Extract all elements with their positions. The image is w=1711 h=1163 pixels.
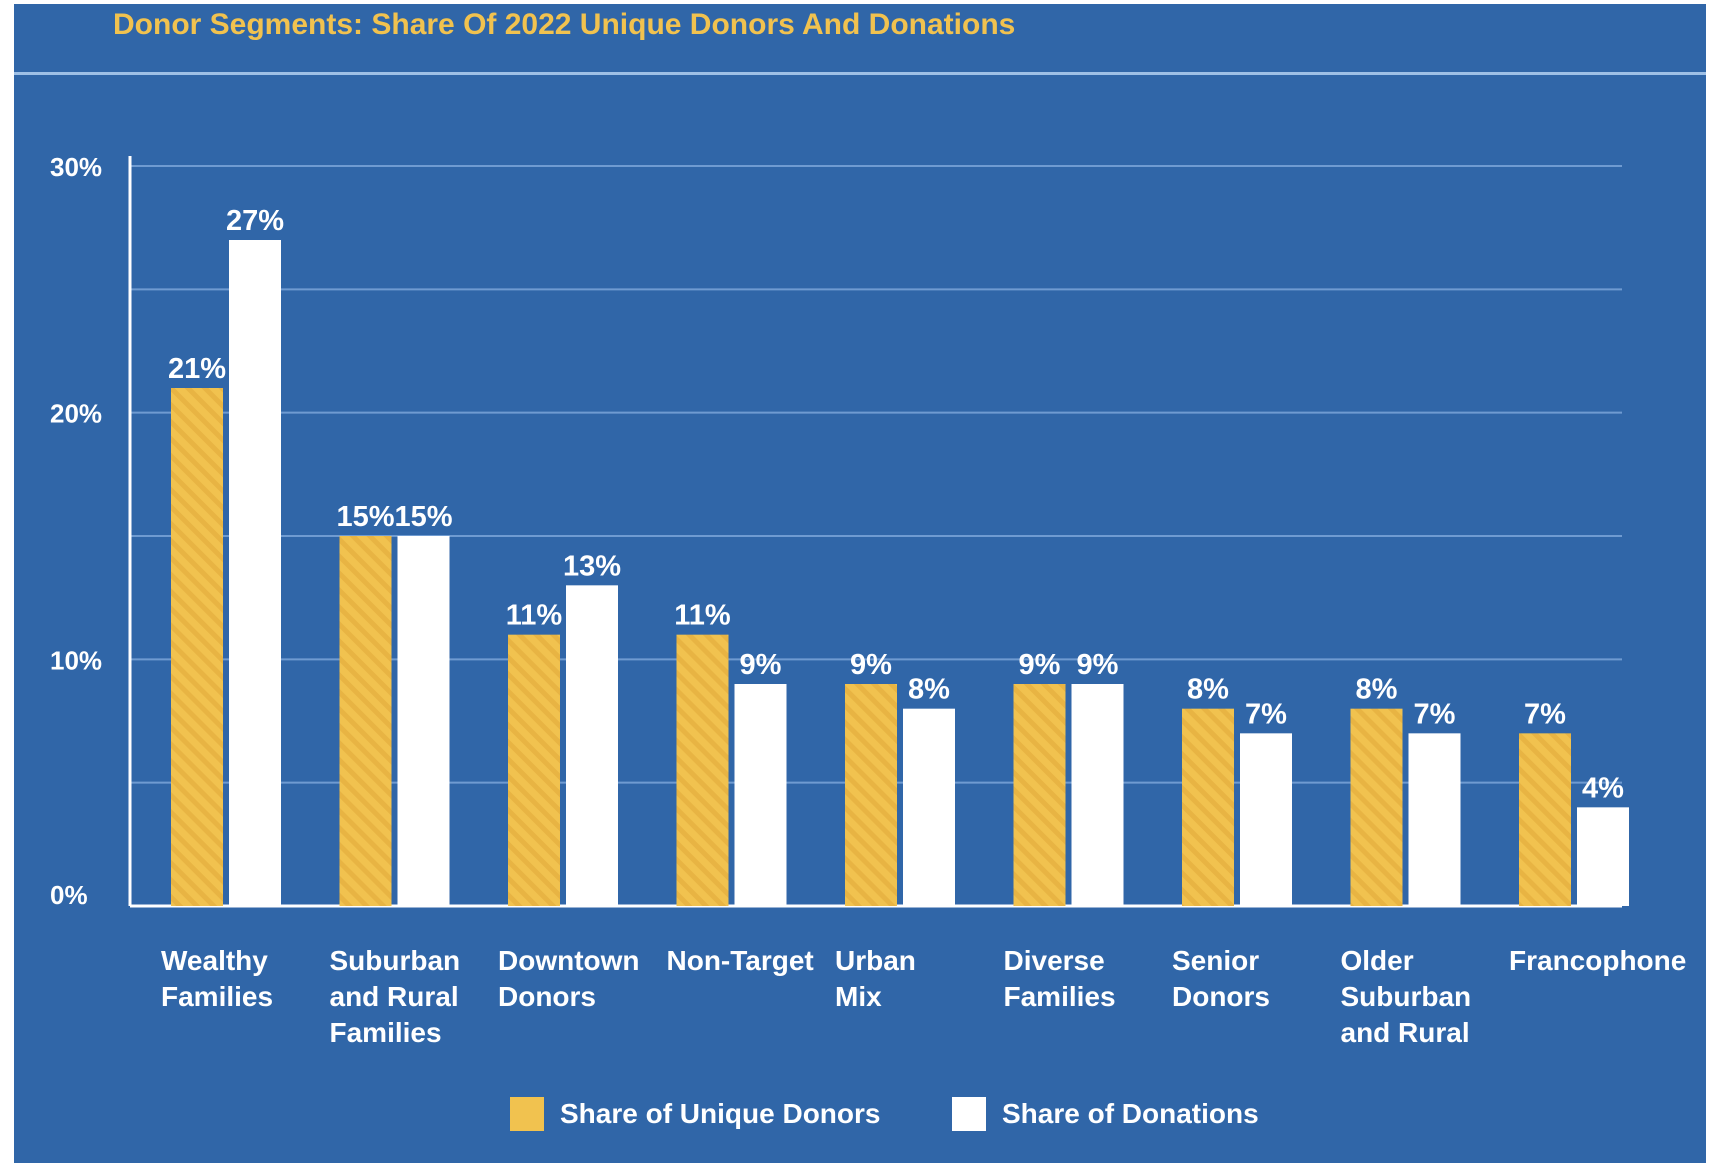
legend-item-unique-donors: Share of Unique Donors: [510, 1092, 880, 1136]
category-label-line: Diverse: [1004, 945, 1105, 976]
category-label-line: Senior: [1172, 945, 1259, 976]
value-label-unique-donors: 11%: [674, 600, 731, 632]
category-label-line: Urban: [835, 945, 916, 976]
chart-panel: [14, 4, 1706, 1163]
category-label: Francophone: [1509, 945, 1686, 976]
value-label-donations: 13%: [563, 550, 621, 582]
value-label-unique-donors: 7%: [1524, 698, 1566, 730]
category-labels: Wealthy Families Suburban and Rural Families…: [161, 945, 1686, 1048]
bar-donations: [734, 684, 787, 906]
bar-donations: [1577, 807, 1629, 906]
legend-swatch-unique-donors: [510, 1097, 544, 1131]
bar-donations: [1240, 733, 1292, 906]
category-label-line: Families: [161, 981, 273, 1012]
category-label-line: Mix: [835, 981, 882, 1012]
category-label-line: Non-Target: [667, 945, 814, 976]
category-label-line: Families: [330, 1017, 442, 1048]
chart-title: Donor Segments: Share Of 2022 Unique Don…: [113, 8, 1016, 41]
bar-unique-donors: [1182, 708, 1234, 906]
value-label-unique-donors: 21%: [168, 353, 226, 385]
y-tick-label: 30%: [50, 152, 102, 182]
bar-donations: [1408, 733, 1461, 906]
category-label-line: Downtown: [498, 945, 640, 976]
category-label-line: Donors: [1172, 981, 1270, 1012]
bar-unique-donors: [676, 634, 729, 906]
value-labels: 21%27%15% 15%11%13%11%9% 9%8%9% 9%8%7%8%7% 7…: [168, 205, 1624, 804]
category-label: Wealthy Families: [161, 945, 273, 1012]
value-label-unique-donors: 15%: [336, 501, 394, 533]
legend-label-donations: Share of Donations: [1002, 1098, 1259, 1129]
y-tick-label: 10%: [50, 645, 102, 675]
category-label-line: and Rural: [330, 981, 459, 1012]
bar-unique-donors: [1519, 733, 1571, 906]
value-label-donations: 15%: [394, 501, 452, 533]
bar-unique-donors: [845, 684, 897, 906]
category-label: Suburban and Rural Families: [330, 945, 461, 1048]
y-tick-label: 20%: [50, 399, 102, 429]
bar-unique-donors: [508, 634, 560, 906]
category-label: Senior Donors: [1172, 945, 1270, 1012]
value-label-unique-donors: 11%: [506, 600, 563, 632]
y-tick-label: 0%: [50, 880, 88, 910]
category-label-line: Families: [1004, 981, 1116, 1012]
bar-unique-donors: [1013, 684, 1066, 906]
title-divider: [14, 72, 1706, 75]
category-label: Older Suburban and Rural: [1341, 945, 1472, 1048]
value-label-donations: 9%: [740, 649, 782, 681]
category-label: Downtown Donors: [498, 945, 640, 1012]
bar-unique-donors: [339, 536, 392, 906]
category-label-line: Suburban: [1341, 981, 1472, 1012]
category-label: Non-Target: [667, 945, 814, 976]
bar-donations: [229, 240, 281, 906]
category-label-line: Wealthy: [161, 945, 268, 976]
category-label: Diverse Families: [1004, 945, 1116, 1012]
value-label-unique-donors: 8%: [1356, 674, 1398, 706]
value-label-donations: 9%: [1077, 649, 1119, 681]
bar-donations: [903, 708, 955, 906]
value-label-unique-donors: 9%: [1019, 649, 1061, 681]
legend-label-unique-donors: Share of Unique Donors: [560, 1098, 881, 1129]
value-label-donations: 4%: [1582, 772, 1624, 804]
category-label-line: Donors: [498, 981, 596, 1012]
value-label-donations: 7%: [1245, 698, 1287, 730]
bar-donations: [1071, 684, 1124, 906]
category-label-line: and Rural: [1341, 1017, 1470, 1048]
bar-unique-donors: [171, 388, 223, 906]
category-label: Urban Mix: [835, 945, 916, 1012]
value-label-donations: 7%: [1414, 698, 1456, 730]
bars: [171, 240, 1629, 906]
legend-swatch-donations: [952, 1097, 986, 1131]
value-label-unique-donors: 8%: [1187, 674, 1229, 706]
value-label-donations: 27%: [226, 205, 284, 237]
value-label-donations: 8%: [908, 674, 950, 706]
bar-unique-donors: [1350, 708, 1403, 906]
category-label-line: Older: [1341, 945, 1414, 976]
bar-donations: [566, 585, 618, 906]
value-label-unique-donors: 9%: [850, 649, 892, 681]
bar-donations: [397, 536, 450, 906]
category-label-line: Suburban: [330, 945, 461, 976]
legend: Share of Unique Donors Share of Donation…: [0, 1092, 1711, 1136]
category-label-line: Francophone: [1509, 945, 1686, 976]
legend-item-donations: Share of Donations: [952, 1092, 1259, 1136]
